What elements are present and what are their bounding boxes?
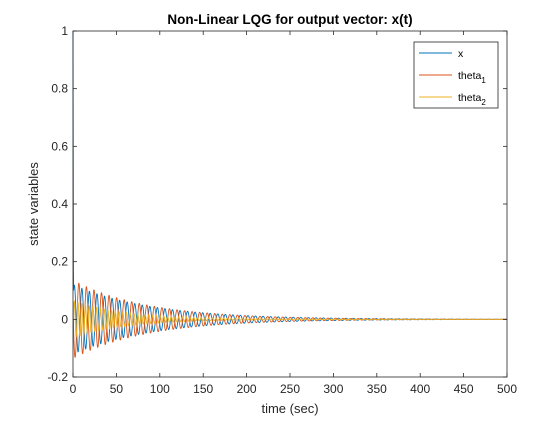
legend-label-x: x [458,48,464,60]
chart-title: Non-Linear LQG for output vector: x(t) [167,12,412,27]
legend-subscript-theta_1: 1 [481,76,486,85]
x-tick-label-0: 0 [70,382,77,396]
legend-label-theta_2: theta2 [458,92,486,107]
x-tick-label-300: 300 [323,382,343,396]
y-tick-label-0.4: 0.4 [51,197,68,211]
series-layer [72,30,508,358]
y-tick-label-1: 1 [61,24,68,38]
legend: x theta1 theta2 [413,41,499,109]
y-tick-label-0: 0 [61,312,68,326]
series-line-theta_2 [72,300,508,338]
y-tick-label--0.2: -0.2 [47,370,68,384]
x-tick-label-50: 50 [110,382,124,396]
x-tick-label-100: 100 [150,382,170,396]
axes-layer: 0 50 100 150 200 250 300 350 400 450 500-0.200.20.… [47,24,517,396]
y-tick-label-0.2: 0.2 [51,255,68,269]
legend-label-theta_1: theta1 [458,70,486,85]
x-tick-label-200: 200 [237,382,257,396]
x-tick-label-500: 500 [497,382,517,396]
x-tick-label-150: 150 [193,382,213,396]
x-tick-label-250: 250 [280,382,300,396]
y-axis-label: state variables [26,162,41,246]
x-tick-label-450: 450 [454,382,474,396]
x-tick-label-400: 400 [410,382,430,396]
legend-subscript-theta_2: 2 [481,98,486,107]
y-tick-label-0.8: 0.8 [51,82,68,96]
y-tick-label-0.6: 0.6 [51,139,68,153]
x-axis-label: time (sec) [261,401,318,416]
x-tick-label-350: 350 [367,382,387,396]
